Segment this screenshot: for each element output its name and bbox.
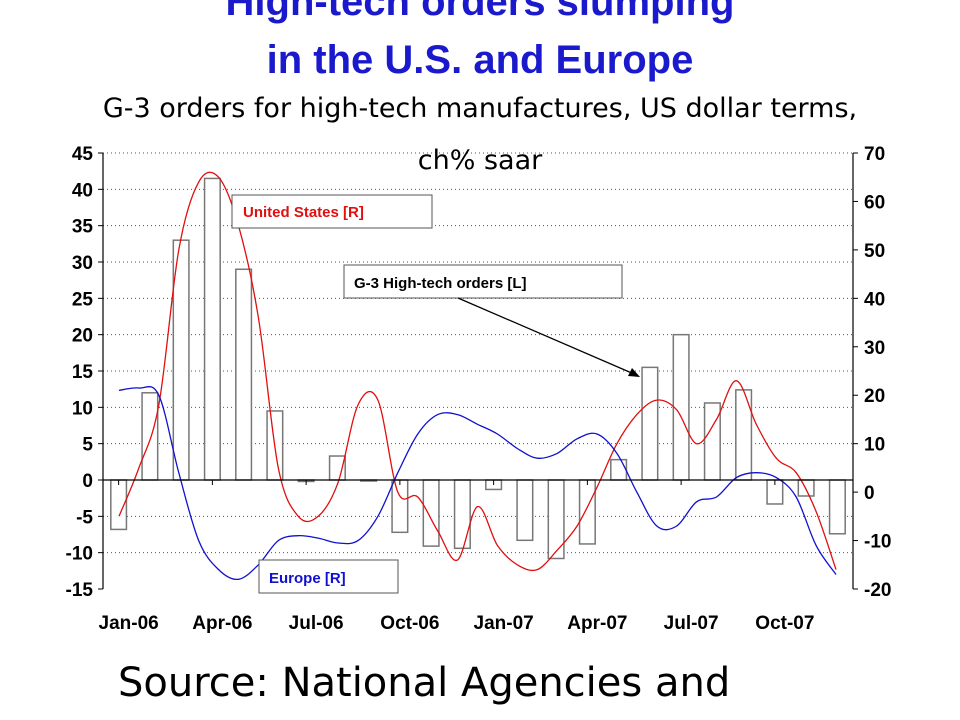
europe-label: Europe [R] — [269, 570, 346, 587]
left-axis-tick-label: 0 — [82, 471, 93, 492]
g3-orders-bar — [703, 402, 721, 481]
right-axis-tick-label: 60 — [864, 192, 885, 213]
left-axis-tick-label: -5 — [76, 507, 93, 528]
g3-orders-bar — [422, 479, 440, 547]
left-axis-tick-label: 30 — [72, 253, 93, 274]
g3-label-box — [343, 264, 623, 299]
right-axis-tick-label: 70 — [864, 144, 885, 165]
g3-orders-bar — [578, 479, 596, 545]
line-series — [118, 171, 837, 581]
g3-orders-bar — [391, 479, 409, 534]
left-axis-tick-label: 15 — [72, 362, 94, 383]
united-states-label-box — [231, 194, 433, 229]
europe-line — [118, 385, 837, 581]
g3-label: G-3 High-tech orders [L] — [354, 275, 527, 292]
g3-orders-bar — [641, 366, 659, 481]
x-axis-tick-label: Jul-06 — [289, 613, 344, 634]
g3-orders-bar — [453, 479, 471, 550]
x-axis-tick-label: Apr-06 — [192, 613, 252, 634]
left-axis-tick-label: 45 — [72, 144, 94, 165]
right-axis-tick-label: 20 — [864, 386, 885, 407]
left-axis-tick-label: 10 — [72, 398, 93, 419]
x-axis-tick-label: Apr-07 — [567, 613, 627, 634]
g3-label-arrowhead — [628, 368, 640, 377]
chart: -15 -10 -5 0 5 10 15 20 25 30 35 40 45 -20 -10 0 10 20 30 4… — [66, 144, 892, 634]
x-axis-tick-label: Oct-06 — [380, 613, 439, 634]
left-axis-tick-label: -10 — [66, 544, 93, 565]
x-axis-tick-label: Oct-07 — [755, 613, 814, 634]
chart-title-line-2: in the U.S. and Europe — [266, 38, 694, 82]
left-axis-tick-label: 40 — [72, 180, 93, 201]
right-axis-tick-label: 40 — [864, 289, 885, 310]
x-axis-tick-label: Jul-07 — [664, 613, 719, 634]
g3-orders-bar — [610, 458, 628, 481]
left-axis-tick-label: -15 — [66, 580, 94, 601]
gridlines — [103, 152, 853, 554]
left-axis-tick-label: 35 — [72, 217, 94, 238]
g3-orders-bar — [235, 268, 253, 481]
left-axis-tick-label: 20 — [72, 326, 93, 347]
g3-orders-bar — [672, 333, 690, 481]
chart-subtitle-line-1: G-3 orders for high-tech manufactures, U… — [102, 93, 858, 124]
bar-series — [110, 177, 846, 560]
left-axis-tick-label: 5 — [82, 435, 93, 456]
annotations: United States [R] G-3 High-tech orders [… — [231, 194, 640, 594]
united-states-line — [118, 171, 837, 572]
right-axis-tick-label: 10 — [864, 435, 885, 456]
chart-title-line-1: High-tech orders slumping — [225, 0, 735, 24]
right-axis-tick-label: -20 — [864, 580, 891, 601]
g3-orders-bar — [203, 177, 221, 481]
left-axis-tick-label: 25 — [72, 289, 94, 310]
g3-orders-bar — [547, 479, 565, 560]
chart-subtitle-line-2: ch% saar — [417, 145, 543, 176]
axes: -15 -10 -5 0 5 10 15 20 25 30 35 40 45 -20 -10 0 10 20 30 4… — [66, 144, 892, 634]
europe-label-box — [258, 559, 399, 594]
g3-orders-bar — [172, 239, 190, 481]
right-axis-tick-label: -10 — [864, 532, 891, 553]
right-axis-tick-label: 50 — [864, 241, 885, 262]
right-axis-tick-label: 0 — [864, 483, 875, 504]
source-note: Source: National Agencies and — [118, 660, 731, 706]
g3-orders-bar — [328, 455, 346, 481]
united-states-label: United States [R] — [243, 204, 364, 221]
g3-orders-bar — [828, 479, 846, 535]
g3-orders-bar — [735, 389, 753, 481]
x-axis-tick-label: Jan-06 — [99, 613, 159, 634]
g3-orders-bar — [141, 392, 159, 481]
g3-label-arrow — [457, 297, 635, 375]
x-axis-tick-label: Jan-07 — [474, 613, 534, 634]
g3-orders-bar — [516, 479, 534, 542]
g3-orders-bar — [797, 479, 815, 497]
right-axis-tick-label: 30 — [864, 338, 885, 359]
